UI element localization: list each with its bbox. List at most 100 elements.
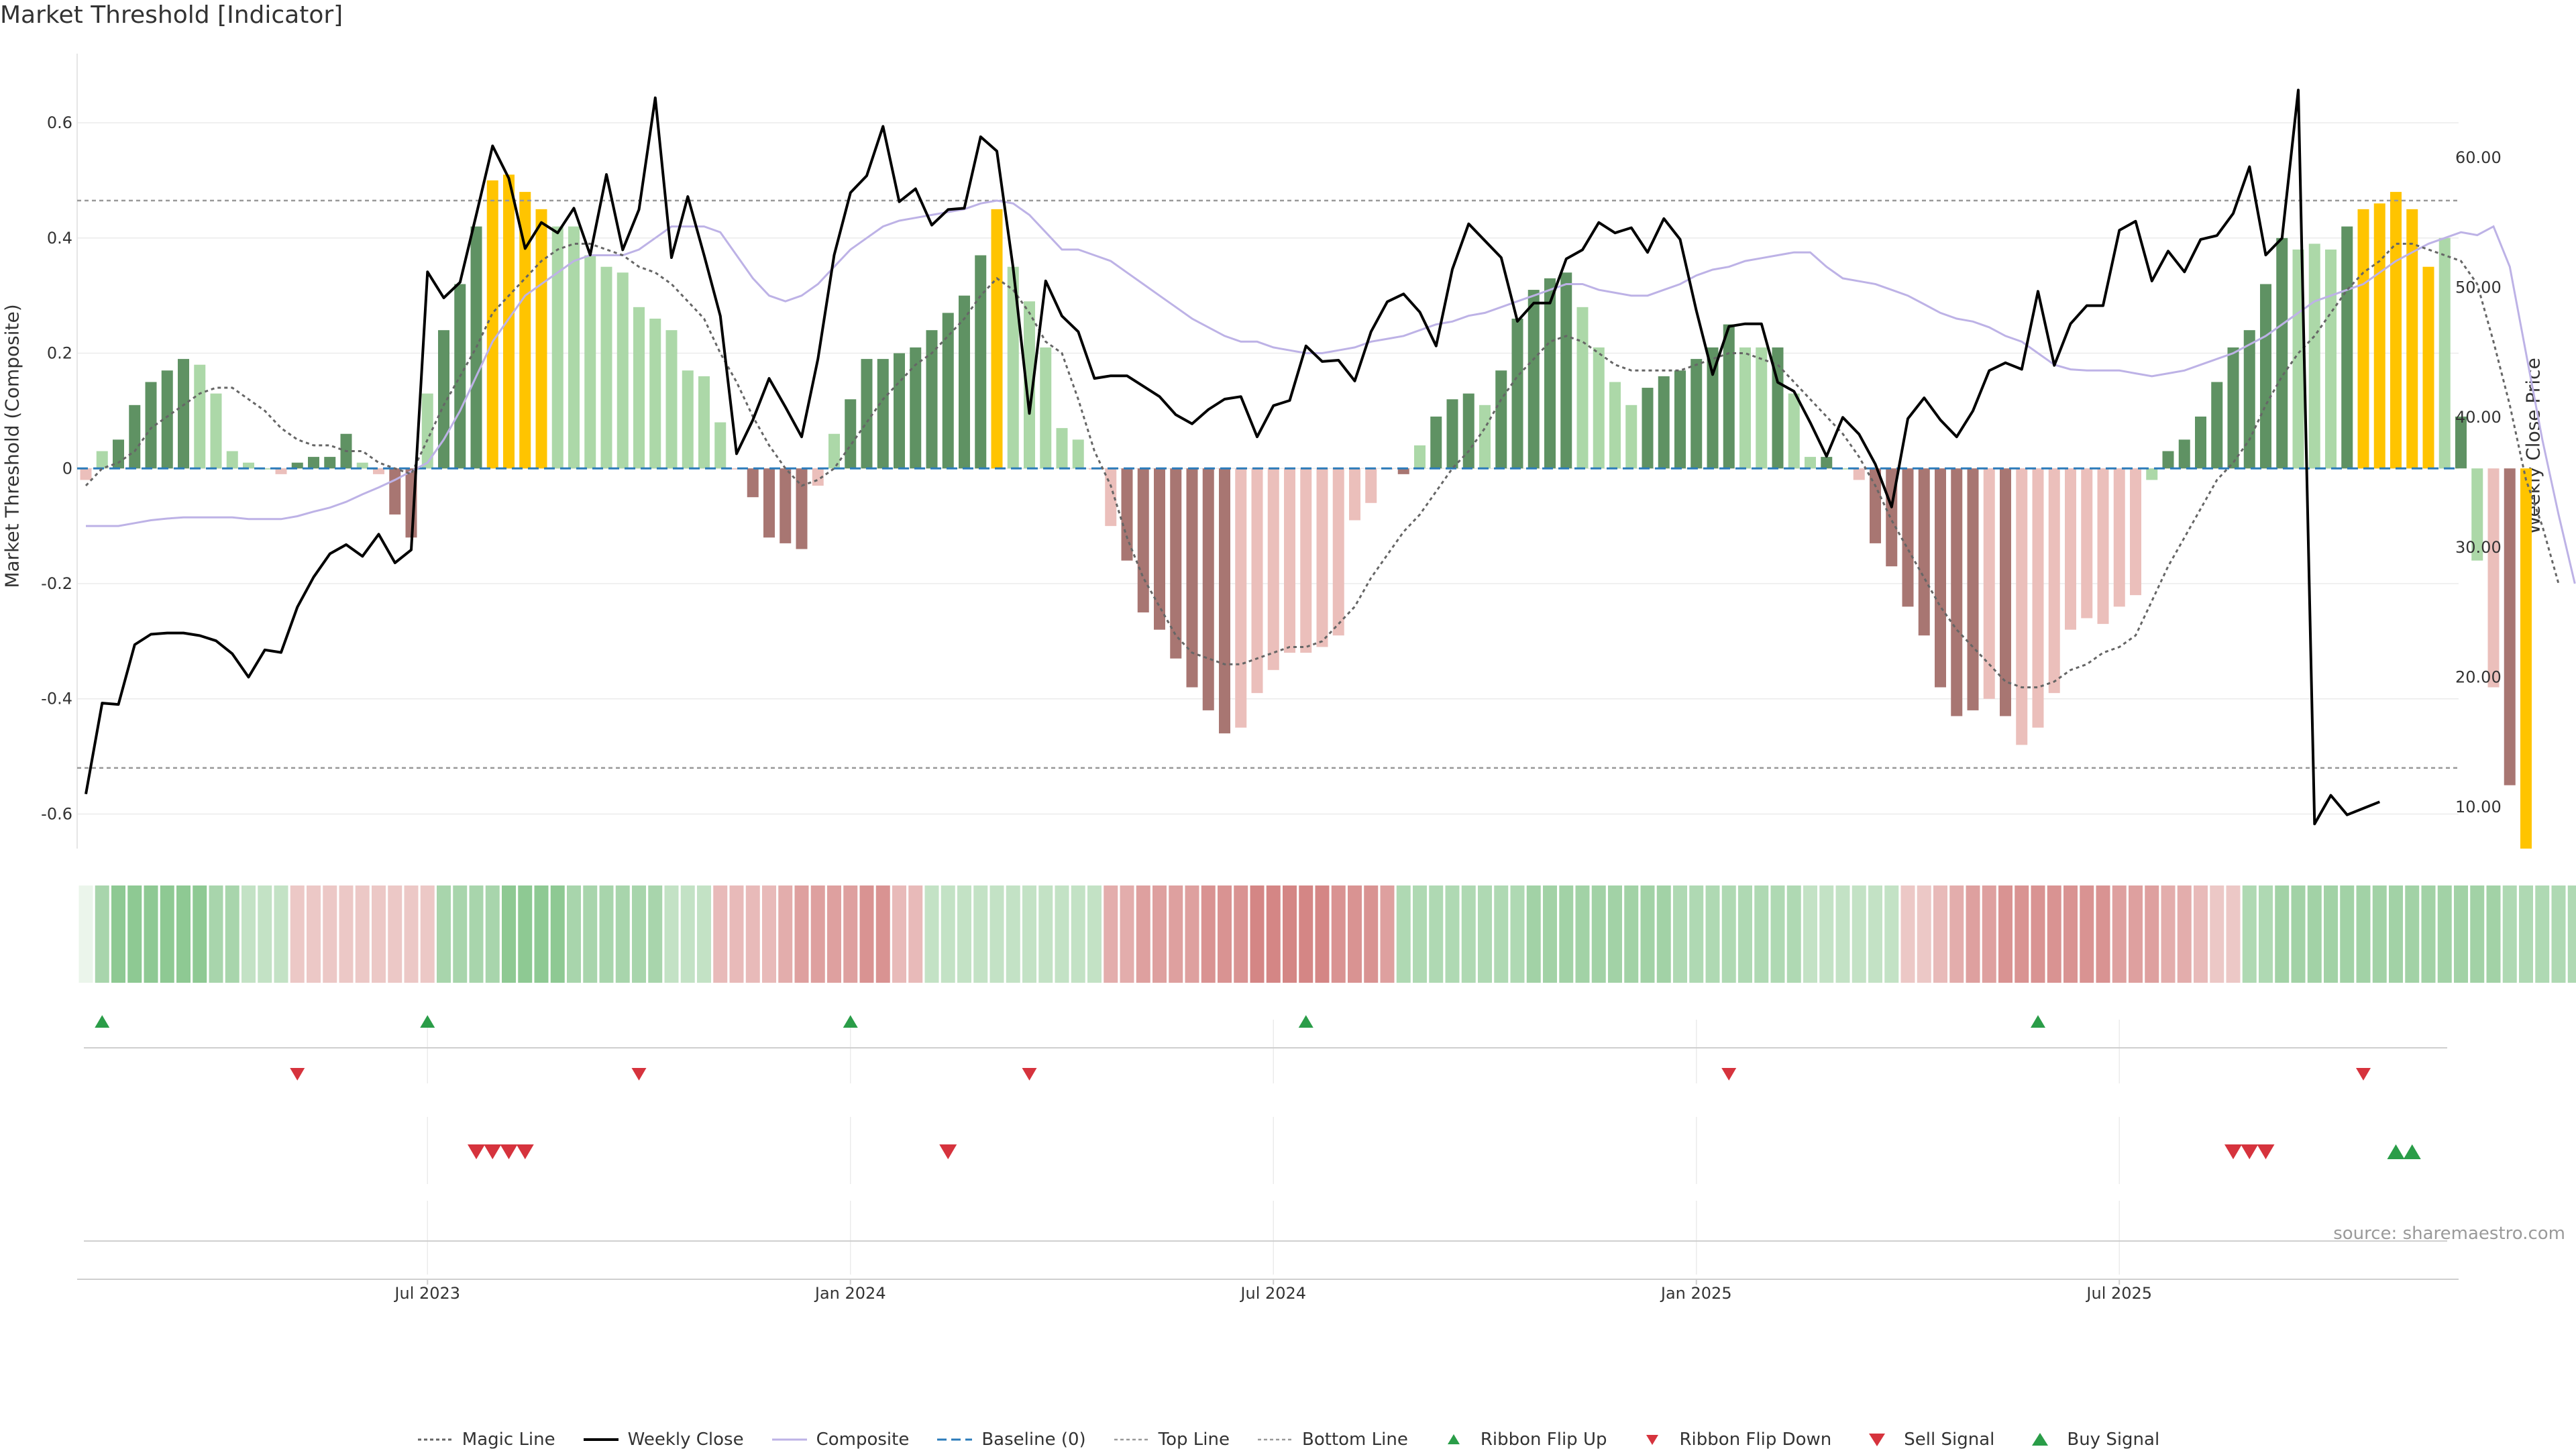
composite-bar: [1512, 319, 1523, 468]
composite-bar: [943, 313, 954, 468]
y-tick-right: 30.00: [2455, 538, 2502, 557]
composite-bar: [1154, 468, 1165, 629]
grid-layer: [77, 123, 2459, 1275]
ribbon-flip-up-marker: [1299, 1015, 1313, 1028]
composite-bar: [2081, 468, 2092, 618]
ribbon-cell: [1576, 885, 1590, 983]
composite-bar: [1235, 468, 1246, 727]
composite-bar: [1203, 468, 1214, 710]
composite-bar: [2211, 382, 2222, 468]
ribbon-cell: [1868, 885, 1882, 983]
ribbon-cell: [2373, 885, 2387, 983]
sell-signal-marker: [517, 1144, 534, 1159]
composite-bar: [227, 451, 238, 469]
x-tick-label: Jan 2024: [814, 1284, 886, 1303]
ribbon-cell: [1446, 885, 1460, 983]
legend-item-bottom: Bottom Line: [1256, 1430, 1408, 1450]
composite-bar: [1122, 468, 1133, 560]
sell-signal-marker: [2257, 1144, 2275, 1159]
tick-labels: 0.60.40.20-0.2-0.4-0.660.0050.0040.0030.…: [41, 113, 2502, 1303]
ribbon-cell: [1250, 885, 1265, 983]
ribbon-cell: [2470, 885, 2484, 983]
ribbon-cell: [746, 885, 760, 983]
ribbon-cell: [127, 885, 142, 983]
composite-bar: [1495, 370, 1507, 468]
composite-bar: [601, 267, 612, 469]
composite-bar: [1073, 439, 1084, 468]
ribbon-cell: [1657, 885, 1671, 983]
ribbon-cell: [827, 885, 841, 983]
composite-bar: [2163, 451, 2174, 469]
buy-legend-icon: [2021, 1432, 2059, 1448]
legend-label: Composite: [816, 1430, 910, 1450]
ribbon-cell: [551, 885, 565, 983]
composite-bar: [1609, 382, 1621, 468]
ribbon-cell: [372, 885, 386, 983]
composite-bar: [894, 354, 905, 469]
ribbon-cell: [2308, 885, 2322, 983]
composite-legend-icon: [771, 1432, 808, 1448]
ribbon-flip-up-marker: [95, 1015, 109, 1028]
ribbon-cell: [1982, 885, 1996, 983]
sell-signal-marker: [500, 1144, 518, 1159]
composite-bar: [1414, 445, 1426, 468]
composite-bar: [2049, 468, 2060, 693]
ribbon-cell: [241, 885, 256, 983]
ribbon-cell: [762, 885, 776, 983]
ribbon-cell: [1397, 885, 1411, 983]
composite-bar: [1544, 278, 1556, 468]
ribbon-cell: [1152, 885, 1167, 983]
ribbon-cell: [1819, 885, 1833, 983]
ribbon-cell: [2389, 885, 2403, 983]
ribbon-cell: [274, 885, 288, 983]
ribbon-cell: [2145, 885, 2159, 983]
ribbon-cell: [1966, 885, 1980, 983]
composite-bar: [178, 359, 189, 468]
ribbon-cell: [79, 885, 93, 983]
ribbon-cell: [1381, 885, 1395, 983]
ribbon-cell: [453, 885, 467, 983]
legend-item-flipup: Ribbon Flip Up: [1435, 1430, 1607, 1450]
composite-bar: [1805, 457, 1816, 468]
composite-bar: [129, 405, 140, 468]
ribbon-cell: [421, 885, 435, 983]
ribbon-cell: [470, 885, 484, 983]
ribbon-cell: [1641, 885, 1655, 983]
ribbon-cell: [2405, 885, 2419, 983]
ribbon-cell: [843, 885, 857, 983]
signal-row: [468, 1144, 2421, 1159]
ribbon-flip-up-marker: [2031, 1015, 2045, 1028]
flipdown-legend-icon: [1633, 1432, 1671, 1448]
y-tick-left: -0.2: [41, 574, 72, 593]
composite-bar: [1723, 325, 1735, 469]
ribbon-cell: [2292, 885, 2306, 983]
ribbon-cell: [567, 885, 581, 983]
composite-bar: [2325, 250, 2337, 468]
buy-signal-marker: [2404, 1144, 2421, 1159]
y-tick-left: 0.6: [47, 113, 72, 132]
ribbon-cell: [1592, 885, 1606, 983]
ribbon-cell: [2129, 885, 2143, 983]
composite-bar: [1479, 405, 1491, 468]
composite-bar: [1528, 290, 1540, 468]
composite-bar: [1674, 370, 1686, 468]
ribbon-cell: [1949, 885, 1964, 983]
ribbon-cell: [1673, 885, 1687, 983]
composite-bar: [1951, 468, 1962, 716]
ribbon-cell: [1038, 885, 1053, 983]
composite-bar: [2520, 468, 2532, 849]
ribbon-cell: [1283, 885, 1297, 983]
ribbon-cell: [1754, 885, 1768, 983]
ribbon-cell: [2552, 885, 2566, 983]
ribbon-cell: [1511, 885, 1525, 983]
composite-bar: [1349, 468, 1360, 520]
composite-bar: [2374, 203, 2385, 468]
ribbon-cell: [1348, 885, 1362, 983]
ribbon-cell: [1738, 885, 1752, 983]
composite-bar: [1040, 347, 1051, 468]
composite-bar: [308, 457, 319, 468]
ribbon-cell: [778, 885, 792, 983]
ribbon-cell: [1836, 885, 1850, 983]
